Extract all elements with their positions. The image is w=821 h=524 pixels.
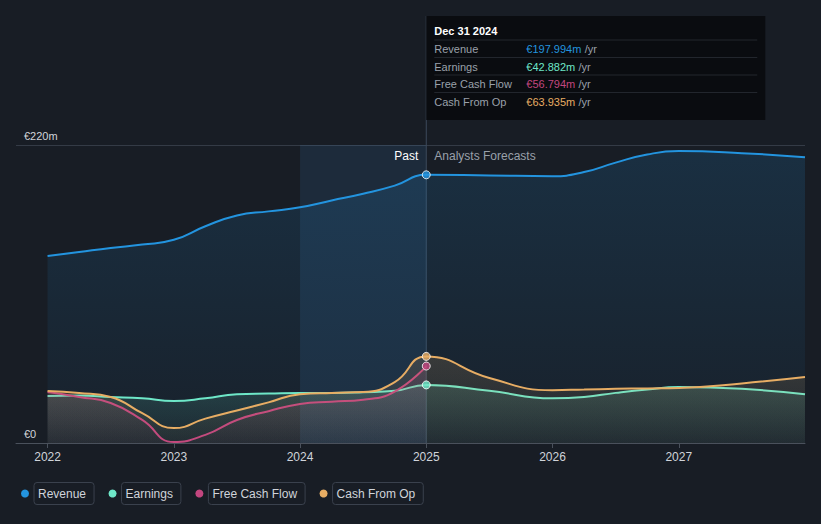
svg-text:Revenue: Revenue <box>38 487 86 501</box>
svg-text:Analysts Forecasts: Analysts Forecasts <box>434 149 535 163</box>
svg-text:€63.935m: €63.935m <box>526 96 575 108</box>
svg-text:/yr: /yr <box>579 61 592 73</box>
svg-text:Revenue: Revenue <box>434 43 478 55</box>
svg-text:€42.882m: €42.882m <box>526 61 575 73</box>
svg-text:€0: €0 <box>24 428 36 440</box>
svg-text:/yr: /yr <box>579 78 592 90</box>
svg-text:/yr: /yr <box>585 43 598 55</box>
svg-text:Cash From Op: Cash From Op <box>434 96 506 108</box>
svg-text:2024: 2024 <box>287 450 314 464</box>
svg-text:Earnings: Earnings <box>126 487 173 501</box>
svg-text:€56.794m: €56.794m <box>526 78 575 90</box>
svg-text:2023: 2023 <box>160 450 187 464</box>
svg-text:€197.994m: €197.994m <box>526 43 581 55</box>
svg-text:2022: 2022 <box>34 450 61 464</box>
svg-text:Free Cash Flow: Free Cash Flow <box>212 487 297 501</box>
svg-text:2025: 2025 <box>413 450 440 464</box>
svg-text:Past: Past <box>394 149 419 163</box>
svg-text:Earnings: Earnings <box>434 61 478 73</box>
svg-text:2027: 2027 <box>665 450 692 464</box>
svg-text:Cash From Op: Cash From Op <box>337 487 416 501</box>
svg-text:Dec 31 2024: Dec 31 2024 <box>434 25 498 37</box>
svg-text:2026: 2026 <box>539 450 566 464</box>
svg-text:/yr: /yr <box>579 96 592 108</box>
svg-text:€220m: €220m <box>24 130 58 142</box>
svg-text:Free Cash Flow: Free Cash Flow <box>434 78 512 90</box>
